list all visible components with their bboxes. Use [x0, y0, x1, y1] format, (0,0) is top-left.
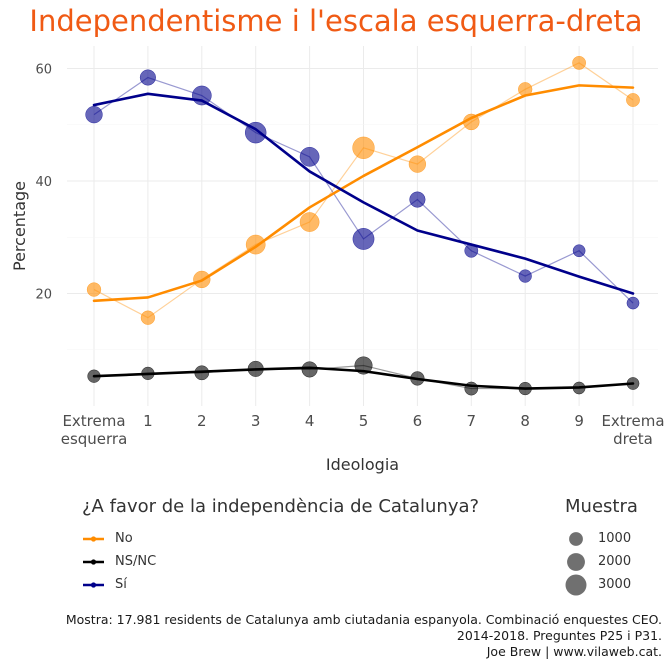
series-2-point-1 [139, 69, 156, 86]
x-tick-label-4: 4 [305, 412, 315, 430]
x-tick-label-10: Extrema dreta [601, 412, 664, 448]
series-0-point-4 [299, 212, 320, 232]
size-legend-key-3000 [565, 574, 587, 596]
y-tick-label-20: 20 [35, 288, 52, 303]
size-legend-key-1000 [569, 532, 583, 546]
series-1-point-4 [301, 361, 318, 378]
caption-line-1: Mostra: 17.981 residents de Catalunya am… [65, 612, 662, 627]
legend-key-dot-0 [90, 536, 97, 542]
series-2-point-4 [299, 146, 320, 167]
x-tick-label-3: 3 [251, 412, 261, 430]
series-0-point-1 [140, 310, 156, 325]
y-tick-label-60: 60 [35, 63, 52, 78]
series-0-point-6 [408, 155, 427, 173]
x-tick-label-1: 1 [143, 412, 153, 430]
series-0-point-9 [572, 55, 586, 70]
y-tick-label-40: 40 [35, 175, 52, 190]
caption-line-3: Joe Brew | www.vilaweb.cat. [486, 644, 662, 659]
series-2-point-5 [352, 228, 375, 250]
x-tick-label-0: Extrema esquerra [61, 412, 128, 448]
series-2-point-9 [572, 244, 586, 258]
legend-label-no: No [115, 531, 133, 546]
color-legend-title: ¿A favor de la independència de Cataluny… [82, 496, 480, 517]
series-2-point-6 [409, 191, 426, 208]
legend-label-nsnc: NS/NC [115, 554, 157, 569]
legend-key-dot-2 [90, 582, 97, 588]
x-tick-label-5: 5 [359, 412, 369, 430]
legend-key-dot-1 [90, 559, 97, 565]
size-legend-label-2000: 2000 [598, 554, 632, 569]
chart-title: Independentisme i l'escala esquerra-dret… [29, 4, 643, 38]
size-legend-label-1000: 1000 [598, 531, 632, 546]
size-legend-title: Muestra [565, 496, 638, 517]
series-2-point-10 [626, 296, 640, 310]
x-tick-label-6: 6 [413, 412, 423, 430]
legend-label-si: Sí [115, 577, 127, 592]
x-tick-label-7: 7 [467, 412, 477, 430]
x-tick-label-2: 2 [197, 412, 207, 430]
series-0-point-5 [352, 136, 375, 159]
series-2-point-8 [518, 269, 532, 283]
size-legend-label-3000: 3000 [598, 577, 632, 592]
series-0-point-0 [86, 282, 102, 297]
series-2-point-0 [85, 105, 103, 124]
y-axis-label: Percentage [10, 181, 29, 271]
series-smooth-line-2 [92, 92, 635, 295]
caption-line-2: 2014-2018. Preguntes P25 i P31. [456, 628, 662, 643]
x-tick-label-9: 9 [574, 412, 584, 430]
x-axis-label: Ideologia [326, 455, 399, 474]
series-0-point-10 [626, 93, 640, 107]
size-legend-key-2000 [567, 553, 585, 571]
x-tick-label-8: 8 [520, 412, 530, 430]
series-smooth-line-0 [92, 84, 635, 303]
series-2-point-2 [191, 85, 212, 106]
series-smooth-line-1 [92, 366, 635, 390]
